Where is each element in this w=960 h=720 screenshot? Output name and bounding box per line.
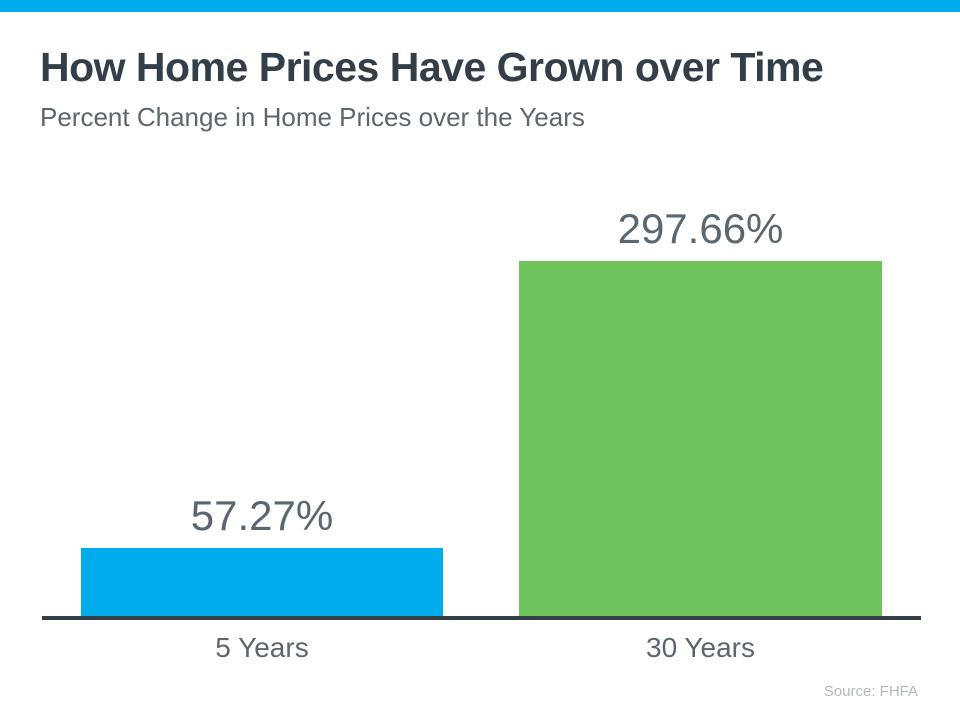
page-subtitle: Percent Change in Home Prices over the Y… [40,102,585,132]
source-attribution: Source: FHFA [823,683,918,700]
x-axis-line [42,616,921,620]
bar-30-years [519,261,882,616]
top-accent-bar [0,0,960,12]
page-title: How Home Prices Have Grown over Time [40,44,824,90]
category-label-30-years: 30 Years [646,632,755,663]
bar-5-years [81,548,443,616]
bar-group-5-years: 57.27% [81,493,443,616]
value-label-30-years: 297.66% [617,205,784,252]
value-label-5-years: 57.27% [190,492,334,539]
bar-group-30-years: 297.66% [519,206,882,616]
category-label-5-years: 5 Years [215,632,309,663]
